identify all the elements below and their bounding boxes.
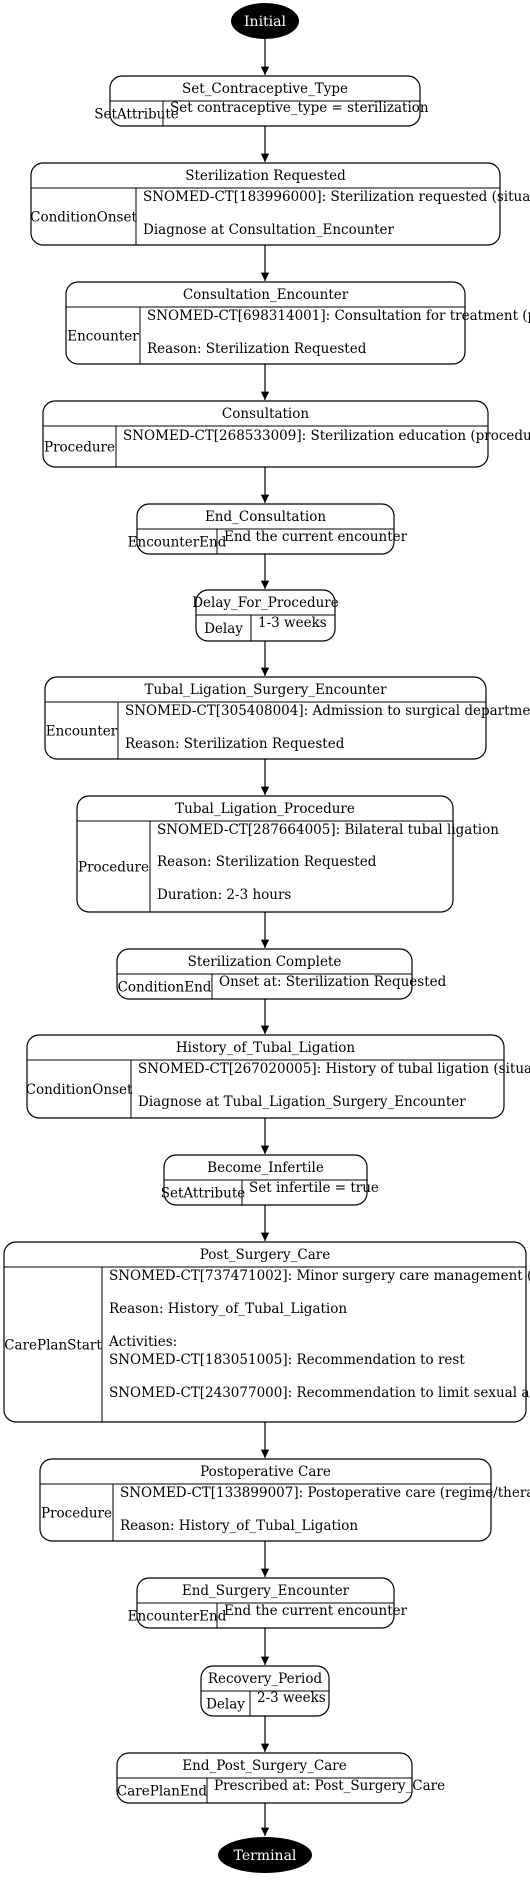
state-title: End_Surgery_Encounter	[182, 1583, 350, 1599]
state-title: Consultation_Encounter	[183, 287, 349, 303]
state-node[interactable]: Become_Infertile SetAttribute Set infertil…	[161, 1154, 379, 1206]
state-title: Recovery_Period	[208, 1671, 323, 1687]
state-detail-line: Diagnose at Consultation_Encounter	[143, 222, 395, 238]
state-node[interactable]: Postoperative Care Procedure SNOMED-CT[133…	[39, 1458, 530, 1542]
state-detail-line: End the current encounter	[224, 529, 408, 545]
state-detail-line: Diagnose at Tubal_Ligation_Surgery_Encou…	[138, 1094, 466, 1110]
state-box	[26, 1034, 505, 1119]
state-type: EncounterEnd	[128, 535, 227, 551]
state-type: EncounterEnd	[128, 1609, 227, 1625]
state-title: Sterilization Requested	[185, 168, 346, 184]
state-node[interactable]: Delay_For_Procedure Delay 1-3 weeks	[192, 589, 339, 642]
state-detail-line: Reason: History_of_Tubal_Ligation	[120, 1518, 358, 1534]
state-detail-line: Set infertile = true	[249, 1180, 379, 1196]
state-box	[44, 676, 487, 760]
state-node[interactable]: Consultation Procedure SNOMED-CT[268533009…	[42, 400, 530, 468]
state-node[interactable]: End_Post_Surgery_Care CarePlanEnd Prescrib…	[116, 1752, 445, 1804]
state-node[interactable]: Sterilization Complete ConditionEnd Onset …	[116, 948, 447, 1000]
state-type: Delay	[206, 1697, 245, 1713]
state-detail-line: End the current encounter	[224, 1603, 408, 1619]
state-detail-line: SNOMED-CT[287664005]: Bilateral tubal li…	[157, 822, 499, 838]
state-box	[39, 1458, 492, 1542]
state-title: Consultation	[222, 406, 309, 422]
initial-label: Initial	[244, 14, 286, 30]
state-type: SetAttribute	[161, 1186, 246, 1202]
state-title: Sterilization Complete	[188, 954, 342, 970]
state-node[interactable]: History_of_Tubal_Ligation ConditionOnset S…	[26, 1034, 530, 1119]
state-detail-line: SNOMED-CT[698314001]: Consultation for t…	[147, 308, 530, 324]
state-node[interactable]: Consultation_Encounter Encounter SNOMED-CT…	[65, 281, 530, 365]
state-detail-line: 2-3 weeks	[257, 1690, 326, 1706]
state-detail-line: Activities:	[108, 1334, 177, 1350]
state-title: End_Post_Surgery_Care	[182, 1758, 346, 1774]
state-detail-line: SNOMED-CT[183051005]: Recommendation to …	[109, 1352, 465, 1368]
state-box	[65, 281, 466, 365]
state-type: ConditionOnset	[26, 1082, 133, 1098]
state-detail-line: Reason: Sterilization Requested	[147, 341, 367, 357]
state-title: Post_Surgery_Care	[200, 1247, 330, 1263]
state-node[interactable]: Sterilization Requested ConditionOnset SNO…	[30, 162, 530, 246]
state-node[interactable]: Tubal_Ligation_Procedure Procedure SNOMED-…	[76, 795, 499, 913]
state-box	[30, 162, 501, 246]
state-detail-line: Set contraceptive_type = sterilization	[170, 100, 429, 116]
state-type: Encounter	[67, 329, 139, 345]
state-type: CarePlanEnd	[117, 1784, 208, 1800]
state-detail-line: Reason: Sterilization Requested	[157, 854, 377, 870]
state-box	[76, 795, 454, 913]
state-detail-line: 1-3 weeks	[258, 615, 327, 631]
state-box	[42, 400, 489, 468]
state-detail-line: Onset at: Sterilization Requested	[219, 974, 447, 990]
state-type: Procedure	[78, 860, 149, 876]
state-detail-line: Reason: Sterilization Requested	[125, 736, 345, 752]
state-title: Set_Contraceptive_Type	[182, 81, 348, 97]
state-title: Postoperative Care	[200, 1464, 331, 1480]
state-detail-line: Duration: 2-3 hours	[157, 887, 291, 903]
state-title: End_Consultation	[205, 509, 326, 525]
state-detail-line: SNOMED-CT[268533009]: Sterilization educ…	[123, 428, 530, 444]
state-title: Tubal_Ligation_Procedure	[175, 801, 355, 817]
state-box	[3, 1241, 527, 1423]
state-type: Encounter	[46, 724, 118, 740]
state-detail-line: SNOMED-CT[305408004]: Admission to surgi…	[125, 703, 530, 719]
state-type: Procedure	[44, 440, 115, 456]
terminal-label: Terminal	[234, 1848, 297, 1864]
state-detail-line: SNOMED-CT[243077000]: Recommendation to …	[109, 1385, 530, 1401]
state-node[interactable]: Tubal_Ligation_Surgery_Encounter Encounte…	[44, 676, 530, 760]
state-node[interactable]: Post_Surgery_Care CarePlanStart SNOMED-CT[…	[3, 1241, 530, 1423]
state-detail-line: SNOMED-CT[737471002]: Minor surgery care…	[109, 1268, 530, 1284]
state-title: History_of_Tubal_Ligation	[176, 1040, 356, 1056]
state-type: SetAttribute	[94, 107, 179, 123]
terminal-node[interactable]: Terminal	[218, 1837, 312, 1873]
initial-node[interactable]: Initial	[231, 3, 299, 39]
state-title: Become_Infertile	[207, 1160, 324, 1176]
state-type: Procedure	[41, 1506, 112, 1522]
state-detail-line: SNOMED-CT[267020005]: History of tubal l…	[138, 1061, 530, 1077]
state-title: Tubal_Ligation_Surgery_Encounter	[144, 682, 387, 698]
state-detail-line: Prescribed at: Post_Surgery_Care	[214, 1778, 445, 1794]
state-detail-line: SNOMED-CT[183996000]: Sterilization requ…	[143, 189, 530, 205]
state-title: Delay_For_Procedure	[192, 595, 339, 611]
state-detail-line: Reason: History_of_Tubal_Ligation	[109, 1301, 347, 1317]
state-node[interactable]: Recovery_Period Delay 2-3 weeks	[200, 1665, 330, 1717]
state-type: ConditionEnd	[118, 980, 212, 996]
state-type: Delay	[204, 621, 243, 637]
state-type: ConditionOnset	[30, 210, 137, 226]
state-type: CarePlanStart	[4, 1338, 102, 1354]
state-detail-line: SNOMED-CT[133899007]: Postoperative care…	[120, 1485, 530, 1501]
